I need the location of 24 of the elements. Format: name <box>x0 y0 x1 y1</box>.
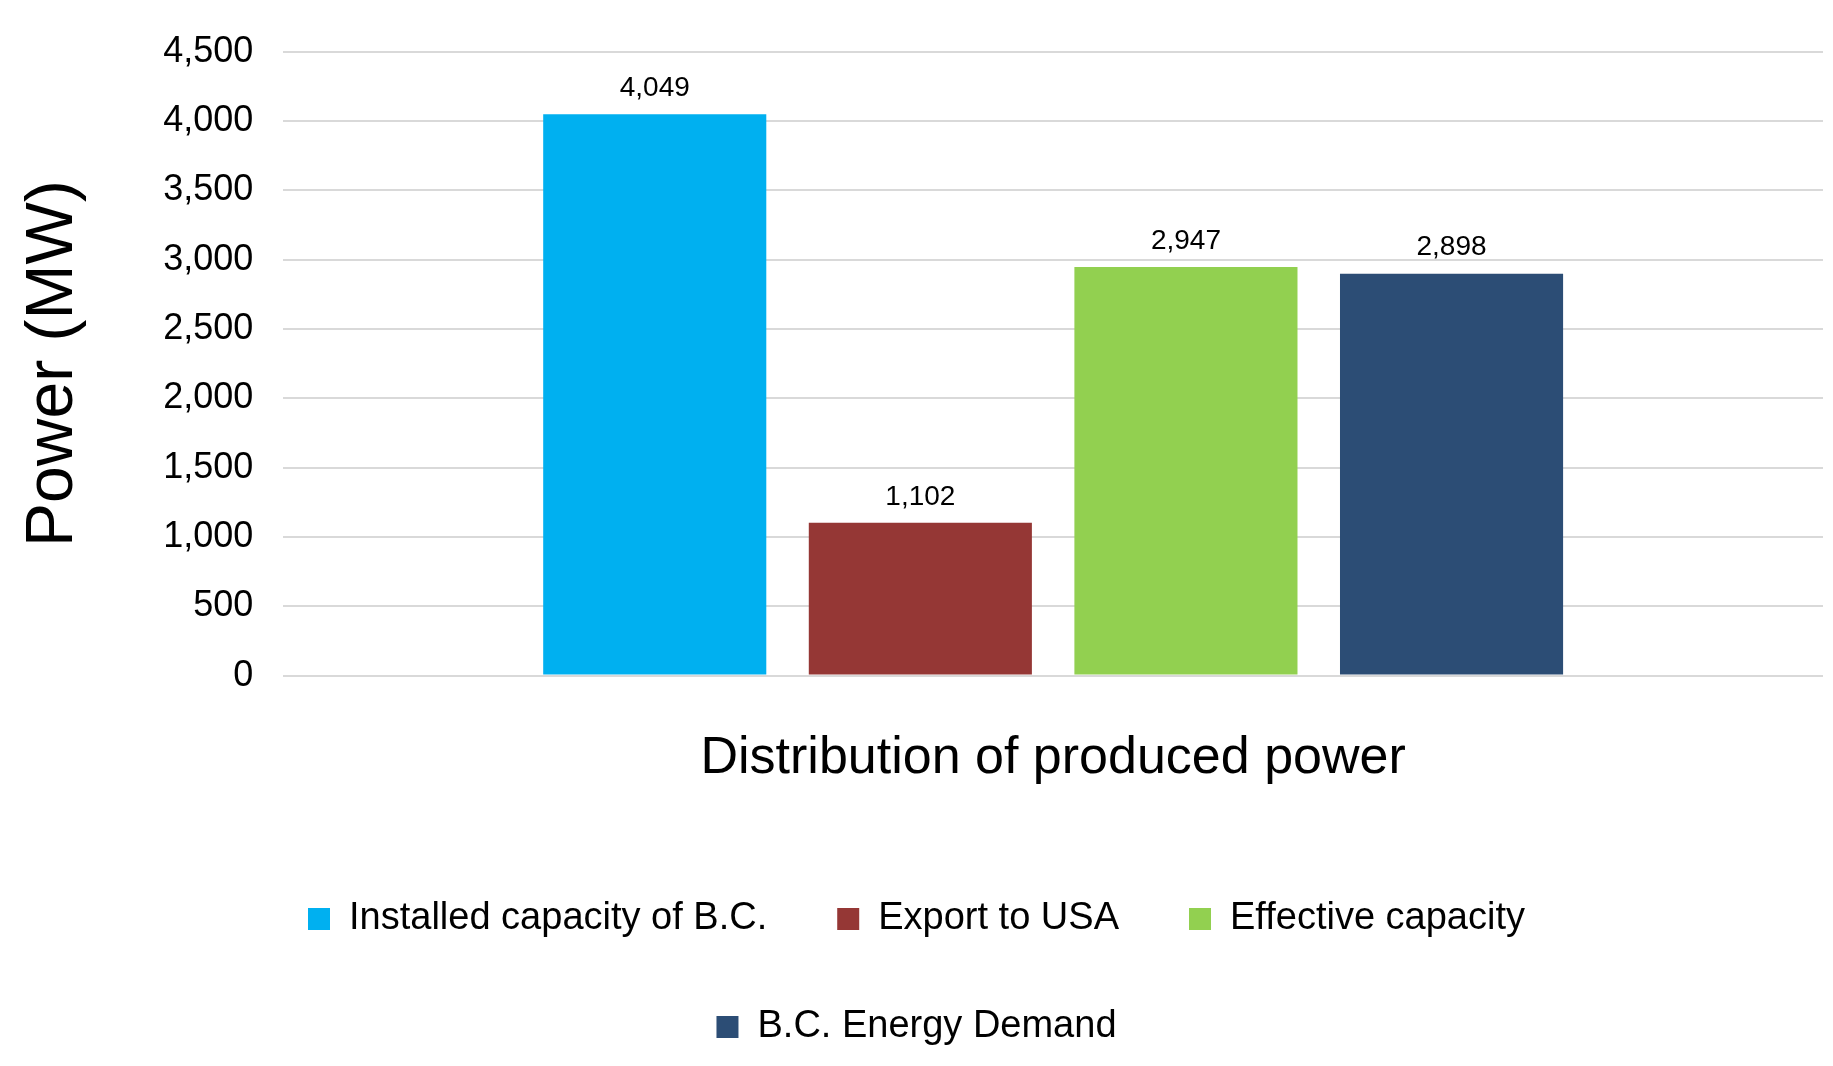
data-label: 1,102 <box>885 479 956 511</box>
legend-label: Installed capacity of B.C. <box>349 895 768 938</box>
bar <box>808 522 1032 675</box>
y-tick-label: 1,500 <box>163 444 254 486</box>
data-label: 2,898 <box>1416 230 1487 262</box>
y-tick-label: 3,500 <box>163 167 254 209</box>
y-axis-title: Power (MW) <box>11 180 86 547</box>
legend-label: Export to USA <box>878 895 1120 938</box>
legend-label: B.C. Energy Demand <box>757 1003 1117 1046</box>
data-label: 4,049 <box>619 70 690 102</box>
x-axis-title: Distribution of produced power <box>700 726 1406 785</box>
legend-label: Effective capacity <box>1229 895 1525 938</box>
y-tick-label: 2,000 <box>163 375 254 417</box>
y-tick-label: 500 <box>193 583 254 625</box>
bar <box>1074 266 1298 675</box>
bar <box>543 114 767 675</box>
y-tick-label: 0 <box>233 652 254 694</box>
data-label: 2,947 <box>1150 223 1221 255</box>
y-tick-label: 1,000 <box>163 513 254 555</box>
y-tick-label: 4,000 <box>163 97 254 139</box>
y-tick-label: 2,500 <box>163 305 254 347</box>
bar <box>1339 273 1564 675</box>
y-tick-label: 4,500 <box>163 28 254 70</box>
y-tick-label: 3,000 <box>163 236 254 278</box>
